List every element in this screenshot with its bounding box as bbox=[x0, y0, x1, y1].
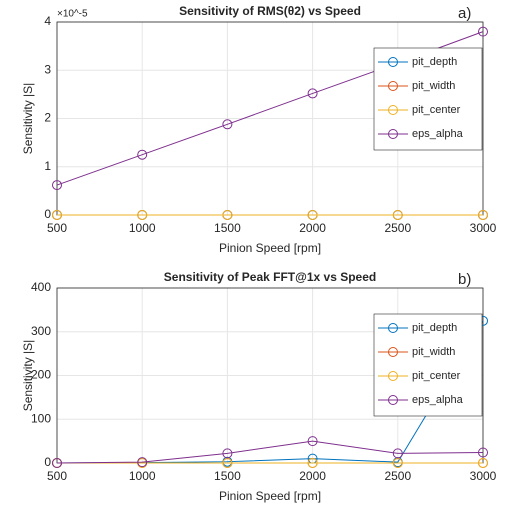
legend-label: eps_alpha bbox=[412, 128, 464, 140]
data-point bbox=[307, 210, 318, 220]
data-point bbox=[392, 210, 403, 220]
x-tick-label: 1500 bbox=[214, 469, 241, 483]
y-tick-label: 3 bbox=[44, 62, 51, 76]
legend-marker bbox=[388, 371, 398, 381]
y-axis-label: Sensitivity |S| bbox=[21, 83, 35, 155]
legend-marker bbox=[388, 323, 398, 333]
y-tick-label: 2 bbox=[44, 111, 51, 125]
data-point bbox=[307, 436, 318, 447]
legend-label: pit_depth bbox=[412, 56, 457, 68]
y-tick-label: 400 bbox=[31, 280, 51, 294]
x-axis-label: Pinion Speed [rpm] bbox=[219, 241, 321, 255]
legend-marker bbox=[388, 105, 398, 115]
data-point bbox=[137, 457, 148, 468]
x-tick-label: 3000 bbox=[470, 469, 497, 483]
data-point bbox=[392, 448, 403, 459]
x-tick-label: 1500 bbox=[214, 221, 241, 235]
legend-box bbox=[373, 313, 483, 417]
y-tick-label: 300 bbox=[31, 324, 51, 338]
y-tick-label: 1 bbox=[44, 159, 51, 173]
data-point bbox=[222, 448, 233, 459]
series-line bbox=[56, 440, 484, 464]
legend-box bbox=[373, 47, 483, 151]
data-point bbox=[307, 88, 318, 99]
legend-marker bbox=[388, 129, 398, 139]
legend-label: pit_depth bbox=[412, 322, 457, 334]
y-tick-label: 0 bbox=[44, 455, 51, 469]
chart-title: Sensitivity of Peak FFT@1x vs Speed bbox=[164, 270, 376, 284]
legend-label: pit_width bbox=[412, 346, 455, 358]
legend-label: pit_width bbox=[412, 80, 455, 92]
data-point bbox=[392, 458, 403, 468]
legend-label: pit_center bbox=[412, 104, 461, 116]
legend-label: eps_alpha bbox=[412, 394, 464, 406]
legend-marker bbox=[388, 81, 398, 91]
legend-label: pit_center bbox=[412, 370, 461, 382]
data-point bbox=[222, 210, 233, 220]
x-tick-label: 500 bbox=[47, 469, 67, 483]
y-tick-label: 100 bbox=[31, 411, 51, 425]
x-tick-label: 2000 bbox=[299, 221, 326, 235]
y-tick-label: 200 bbox=[31, 368, 51, 382]
chart-title: Sensitivity of RMS(θ2) vs Speed bbox=[179, 4, 361, 18]
data-point bbox=[222, 458, 233, 468]
panel-label: b) bbox=[458, 271, 471, 288]
x-tick-label: 2000 bbox=[299, 469, 326, 483]
legend-marker bbox=[388, 347, 398, 357]
data-point bbox=[307, 458, 318, 468]
data-point bbox=[52, 180, 62, 191]
x-tick-label: 1000 bbox=[129, 221, 156, 235]
legend-marker bbox=[388, 395, 398, 405]
data-point bbox=[52, 458, 62, 468]
legend-marker bbox=[388, 57, 398, 67]
x-tick-label: 2500 bbox=[384, 469, 411, 483]
y-tick-label: 4 bbox=[44, 14, 51, 28]
data-point bbox=[52, 210, 62, 220]
y-axis-label: Sensitivity |S| bbox=[21, 340, 35, 412]
data-point bbox=[137, 210, 148, 220]
x-tick-label: 1000 bbox=[129, 469, 156, 483]
data-point bbox=[478, 458, 488, 468]
panel-label: a) bbox=[458, 5, 471, 22]
y-tick-label: 0 bbox=[44, 207, 51, 221]
y-exponent-label: ×10^-5 bbox=[57, 9, 88, 20]
x-tick-label: 500 bbox=[47, 221, 67, 235]
data-point bbox=[222, 119, 233, 130]
data-point bbox=[478, 210, 488, 220]
data-point bbox=[478, 26, 488, 37]
x-tick-label: 3000 bbox=[470, 221, 497, 235]
x-axis-label: Pinion Speed [rpm] bbox=[219, 489, 321, 503]
data-point bbox=[478, 447, 488, 458]
data-point bbox=[137, 149, 148, 160]
x-tick-label: 2500 bbox=[384, 221, 411, 235]
